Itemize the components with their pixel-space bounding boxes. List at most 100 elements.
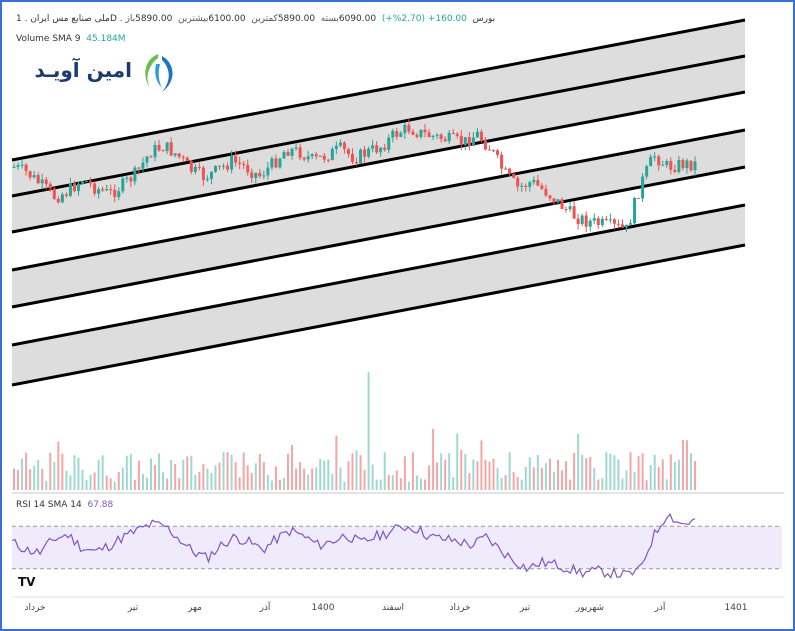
candle-body xyxy=(363,149,367,157)
volume-bar xyxy=(266,474,269,490)
candle-body xyxy=(338,142,342,146)
volume-bar xyxy=(375,479,378,490)
candle-body xyxy=(318,155,322,157)
candle-body xyxy=(467,137,471,147)
volume-bar xyxy=(415,475,418,490)
candle-body xyxy=(294,147,298,149)
volume-bar xyxy=(492,458,495,490)
candle-body xyxy=(85,181,89,183)
candle-body xyxy=(28,171,32,178)
candle-body xyxy=(475,131,479,138)
volume-bar xyxy=(649,464,652,490)
volume-bar xyxy=(395,470,398,490)
candle-body xyxy=(419,129,423,137)
volume-bar xyxy=(657,467,660,490)
volume-bar xyxy=(548,458,551,490)
candle-body xyxy=(604,218,608,220)
candle-body xyxy=(407,124,411,132)
volume-bar xyxy=(49,452,52,490)
candle-body xyxy=(677,160,681,172)
candle-body xyxy=(149,156,153,158)
volume-bar xyxy=(552,471,555,490)
volume-bar xyxy=(460,449,463,490)
candle-body xyxy=(576,218,580,225)
candle-body xyxy=(492,150,496,152)
candle-body xyxy=(629,223,633,225)
volume-bar xyxy=(81,469,84,490)
volume-bar xyxy=(182,459,185,490)
volume-bar xyxy=(145,477,148,490)
candle-body xyxy=(68,183,72,196)
volume-bar xyxy=(617,459,620,490)
candle-body xyxy=(266,167,270,176)
volume-bar xyxy=(665,479,668,490)
candle-body xyxy=(379,147,383,153)
tradingview-logo-icon: TV xyxy=(18,575,36,589)
candle-body xyxy=(109,189,113,191)
volume-bar xyxy=(496,468,499,490)
stat-close-value: 6090.00 xyxy=(338,14,377,24)
candle-body xyxy=(254,172,258,178)
volume-bar xyxy=(593,468,596,490)
volume-bar xyxy=(222,452,225,490)
volume-bar xyxy=(637,456,640,490)
volume-bar xyxy=(141,474,144,490)
candle-body xyxy=(201,167,205,181)
candle-body xyxy=(355,162,359,164)
volume-bar xyxy=(17,469,20,490)
rsi-value: 67.88 xyxy=(87,500,114,510)
channel-line xyxy=(11,243,746,387)
candle-body xyxy=(129,177,133,182)
volume-bar xyxy=(379,479,382,490)
candle-body xyxy=(451,132,455,134)
x-tick-label: 1400 xyxy=(312,603,335,613)
candle-body xyxy=(399,133,403,137)
candle-body xyxy=(242,163,246,166)
volume-bar xyxy=(254,463,257,490)
volume-bar xyxy=(653,454,656,490)
volume-bar xyxy=(282,478,285,490)
candle-body xyxy=(415,134,419,137)
x-tick-label: 1401 xyxy=(725,603,748,613)
candle-body xyxy=(60,194,64,203)
volume-bar xyxy=(73,455,76,490)
volume-bar xyxy=(210,473,213,490)
candle-body xyxy=(661,164,665,166)
candle-body xyxy=(669,160,673,170)
candle-body xyxy=(157,145,161,151)
candle-body xyxy=(350,153,354,163)
candle-body xyxy=(560,199,564,209)
volume-bar xyxy=(174,464,177,490)
candle-body xyxy=(544,188,548,196)
volume-bar xyxy=(476,461,479,490)
volume-bar xyxy=(673,462,676,490)
volume-bar xyxy=(109,478,112,490)
volume-bar xyxy=(347,461,350,490)
stat-open-label: باز xyxy=(125,14,136,24)
volume-bar xyxy=(597,479,600,490)
candle-body xyxy=(278,158,282,168)
candle-body xyxy=(213,165,217,172)
candle-body xyxy=(64,194,68,196)
x-tick-label: آذر xyxy=(654,601,666,613)
candle-body xyxy=(72,183,76,192)
volume-bar xyxy=(613,455,616,490)
volume-bar xyxy=(194,475,197,490)
volume-bar xyxy=(339,467,342,490)
candle-body xyxy=(44,179,48,185)
volume-bar xyxy=(53,462,56,490)
candle-body xyxy=(403,124,407,134)
candle-body xyxy=(342,142,346,150)
candle-body xyxy=(459,135,463,145)
candle-body xyxy=(608,219,612,221)
volume-bar xyxy=(508,452,511,490)
volume-bar xyxy=(327,459,330,490)
volume-bar xyxy=(166,478,169,490)
candle-body xyxy=(24,164,28,172)
candle-body xyxy=(330,148,334,161)
volume-bar xyxy=(448,453,451,490)
volume-bar xyxy=(41,469,44,490)
candle-body xyxy=(137,167,141,169)
volume-bar xyxy=(89,474,92,490)
